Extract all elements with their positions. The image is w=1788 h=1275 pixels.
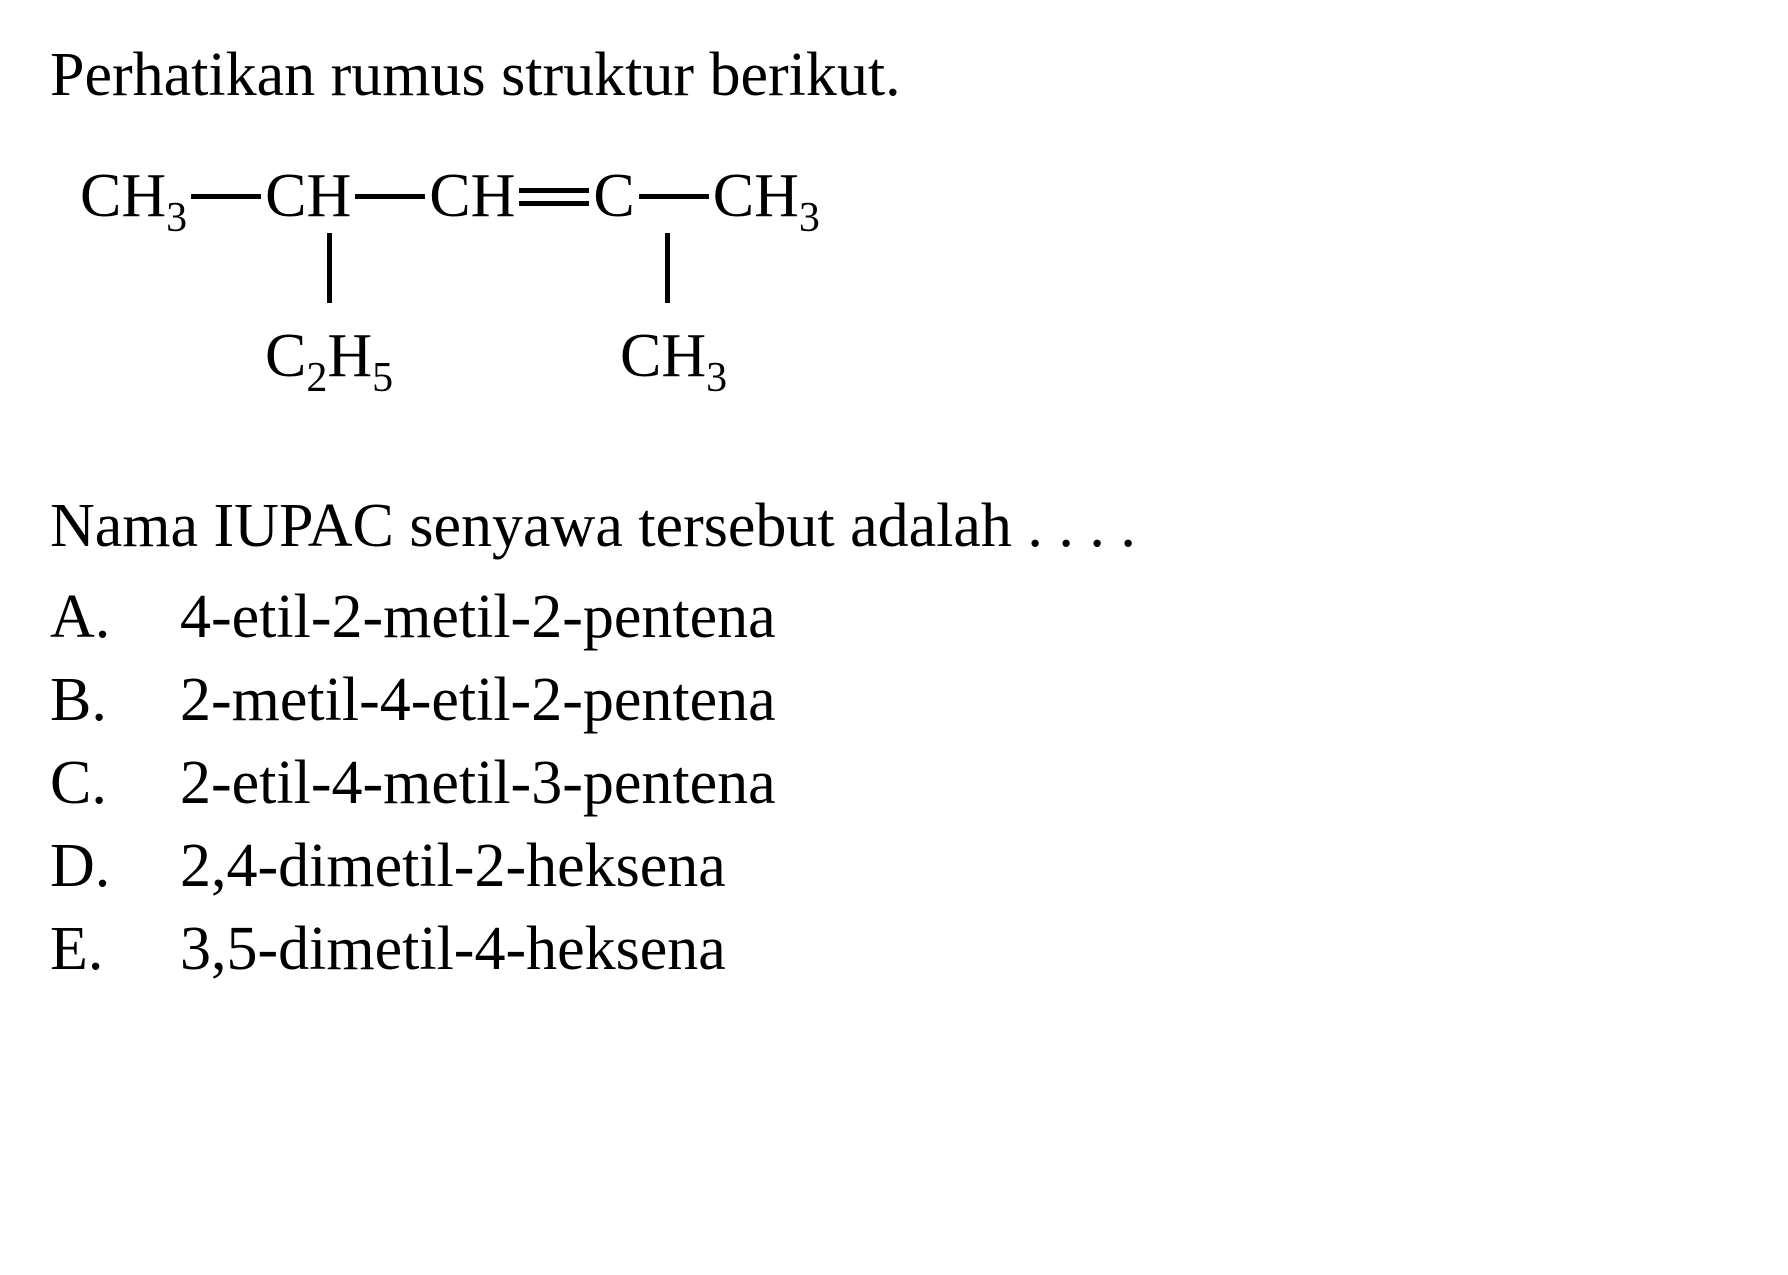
bond-2-3	[355, 194, 425, 199]
option-b: B. 2-metil-4-etil-2-pentena	[50, 665, 1738, 736]
vertical-bond-c4	[665, 233, 670, 303]
carbon-3: CH	[429, 161, 515, 232]
option-text-b: 2-metil-4-etil-2-pentena	[180, 665, 1738, 736]
carbon-5: CH 3	[713, 161, 820, 232]
option-letter-d: D.	[50, 831, 180, 902]
option-text-a: 4-etil-2-metil-2-pentena	[180, 582, 1738, 653]
option-letter-c: C.	[50, 748, 180, 819]
c4-label: C	[593, 161, 634, 232]
bond-1-2	[191, 194, 261, 199]
vertical-bond-c2	[327, 233, 332, 303]
option-text-d: 2,4-dimetil-2-heksena	[180, 831, 1738, 902]
chemical-structure: CH 3 CH CH C CH 3 C 2 H 5 CH 3	[80, 161, 1738, 441]
branch1-sub1: 2	[306, 354, 327, 402]
branch-ch3: CH 3	[620, 321, 727, 392]
c1-label: CH	[80, 161, 166, 232]
c5-label: CH	[713, 161, 799, 232]
option-letter-a: A.	[50, 582, 180, 653]
c5-sub: 3	[799, 194, 820, 242]
branch2-ch: CH	[620, 321, 706, 392]
branch1-c: C	[265, 321, 306, 392]
c1-sub: 3	[166, 194, 187, 242]
prompt-text: Nama IUPAC senyawa tersebut adalah . . .…	[50, 491, 1738, 562]
option-d: D. 2,4-dimetil-2-heksena	[50, 831, 1738, 902]
option-letter-b: B.	[50, 665, 180, 736]
branch2-sub: 3	[706, 354, 727, 402]
branch1-sub2: 5	[372, 354, 393, 402]
main-chain-row: CH 3 CH CH C CH 3	[80, 161, 1738, 232]
option-text-c: 2-etil-4-metil-3-pentena	[180, 748, 1738, 819]
option-letter-e: E.	[50, 914, 180, 985]
carbon-1: CH 3	[80, 161, 187, 232]
c3-label: CH	[429, 161, 515, 232]
options-list: A. 4-etil-2-metil-2-pentena B. 2-metil-4…	[50, 582, 1738, 985]
option-a: A. 4-etil-2-metil-2-pentena	[50, 582, 1738, 653]
option-e: E. 3,5-dimetil-4-heksena	[50, 914, 1738, 985]
branch-c2h5: C 2 H 5	[265, 321, 393, 392]
option-c: C. 2-etil-4-metil-3-pentena	[50, 748, 1738, 819]
question-text: Perhatikan rumus struktur berikut.	[50, 40, 1738, 111]
c2-label: CH	[265, 161, 351, 232]
bond-4-5	[639, 194, 709, 199]
carbon-2: CH	[265, 161, 351, 232]
option-text-e: 3,5-dimetil-4-heksena	[180, 914, 1738, 985]
branch1-h: H	[327, 321, 372, 392]
carbon-4: C	[593, 161, 634, 232]
